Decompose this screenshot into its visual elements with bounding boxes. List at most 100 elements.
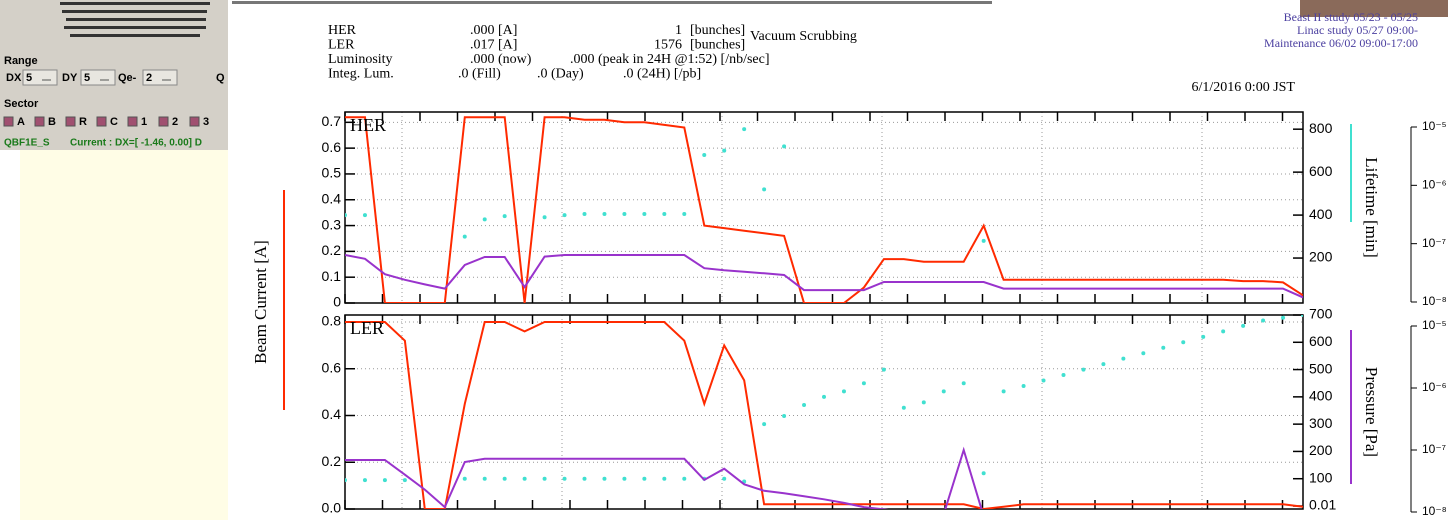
sector-name: B [48,116,56,128]
data-point [762,422,766,426]
data-point [1261,318,1265,322]
data-point [842,389,846,393]
data-point [503,214,507,218]
sector-checkbox[interactable] [190,117,199,126]
sector-checkbox[interactable] [97,117,106,126]
header-field: Luminosity [328,52,393,67]
data-point [1141,351,1145,355]
data-point [1002,389,1006,393]
y3-tick-label: 10⁻⁸ [1422,504,1447,518]
y3-tick-label: 10⁻⁵ [1422,318,1447,332]
data-point [503,477,507,481]
y-tick-label: 0.6 [322,359,342,375]
y2-tick-label: 200 [1309,249,1333,265]
header-field: .000 [A] [470,23,517,38]
data-line [345,255,1303,297]
data-point [563,213,567,217]
y3-tick-label: 10⁻⁸ [1422,294,1447,308]
y2-tick-label: 600 [1309,163,1333,179]
y2-tick-label: 200 [1309,442,1333,458]
sector-checkbox[interactable] [66,117,75,126]
dropdown-value: 2 [146,72,152,84]
sector-checkbox[interactable] [159,117,168,126]
header-field: [bunches] [690,23,745,38]
timestamp: 6/1/2016 0:00 JST [1192,80,1296,95]
dropdown-value: 5 [84,72,90,84]
data-point [1022,384,1026,388]
header-field: HER [328,23,357,38]
y-tick-label: 0.8 [322,313,342,329]
data-point [1221,329,1225,333]
data-point [742,127,746,131]
sector-name: 2 [172,116,178,128]
status-text: Current : DX=[ -1.46, 0.00] D [70,138,202,149]
y-tick-label: 0.4 [322,190,342,206]
mode-label: Vacuum Scrubbing [750,29,857,44]
sector-name: 1 [141,116,147,128]
data-point [902,406,906,410]
data-point [602,477,606,481]
data-point [563,477,567,481]
y2-tick-label: 400 [1309,388,1333,404]
data-point [802,403,806,407]
y-tick-label: 0.1 [322,268,342,284]
control-label: DX [6,72,22,84]
y-axis-label: Beam Current [A] [251,240,270,364]
data-point [1181,340,1185,344]
y2-tick-label: 500 [1309,360,1333,376]
note: Linac study 05/27 09:00- [1297,23,1418,37]
data-point [543,477,547,481]
sector-name: A [17,116,25,128]
y-tick-label: 0 [333,294,341,310]
sector-checkbox[interactable] [128,117,137,126]
screen: RangeDX5DY5Qe-2QSectorABRC123QBF1E_SCurr… [0,0,1448,520]
header-field: .017 [A] [470,38,517,53]
y3-axis-label: Pressure [Pa] [1362,367,1381,457]
side-background [20,148,228,520]
y-tick-label: 0.6 [322,139,342,155]
y-tick-label: 0.2 [322,242,342,258]
data-point [622,212,626,216]
data-point [962,381,966,385]
data-point [642,212,646,216]
y3-tick-label: 10⁻⁵ [1422,119,1447,133]
control-label: DY [62,72,78,84]
data-point [862,381,866,385]
data-line [345,322,1303,509]
y2-tick-label: 300 [1309,415,1333,431]
data-point [622,477,626,481]
data-point [1081,368,1085,372]
data-point [363,478,367,482]
header-field: .000 (now) [470,52,532,67]
data-point [722,477,726,481]
data-point [383,478,387,482]
y2-tick-label: 700 [1309,306,1333,322]
plot-frame [345,315,1303,509]
plot-frame [345,112,1303,303]
sector-name: 3 [203,116,209,128]
data-point [1121,357,1125,361]
data-point [583,477,587,481]
data-point [722,149,726,153]
data-point [343,478,347,482]
y3-tick-label: 10⁻⁶ [1422,380,1447,394]
sector-checkbox[interactable] [4,117,13,126]
data-point [642,477,646,481]
y2-tick-label: 100 [1309,469,1333,485]
panel-label: LER [350,318,384,338]
data-point [602,212,606,216]
sector-checkbox[interactable] [35,117,44,126]
data-point [483,217,487,221]
data-point [702,153,706,157]
data-point [463,235,467,239]
y-tick-label: 0.5 [322,165,342,181]
data-point [1201,335,1205,339]
y-tick-label: 0.3 [322,216,342,232]
data-point [543,215,547,219]
header-field: .0 (Day) [537,67,584,82]
header: HER.000 [A]1[bunches]LER.017 [A]1576[bun… [328,23,770,82]
y2-tick-label: 800 [1309,120,1333,136]
range-label: Range [4,55,38,67]
y2-tick-label: 400 [1309,206,1333,222]
data-point [982,471,986,475]
